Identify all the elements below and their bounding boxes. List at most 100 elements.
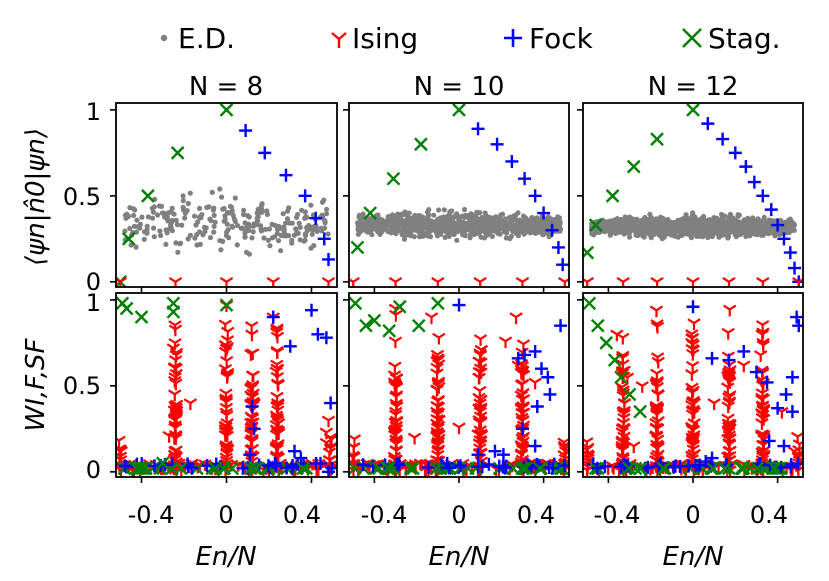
fock-point [737,344,751,358]
ed-point [151,234,157,240]
stag-point [583,296,597,311]
fock-point [266,310,280,324]
ising-point [168,320,182,333]
stag-point [532,461,547,476]
ising-point [721,374,736,386]
ed-point [473,215,479,221]
ed-point [506,215,512,221]
ed-point [614,228,621,234]
ed-point [745,215,751,221]
ed-point [786,228,792,234]
ed-point [509,222,516,228]
fock-point [322,252,335,266]
fock-point [771,218,785,232]
ed-point [510,213,516,219]
ytick-label: 0 [86,456,101,484]
ed-point [217,238,223,244]
ed-point [508,233,514,239]
stag-point [406,461,420,476]
ed-point [754,227,761,233]
ed-point [609,224,615,230]
ising-point [244,383,258,396]
ed-point [452,213,458,219]
ed-point [431,224,437,230]
ed-point [454,237,460,243]
ed-point [322,218,328,224]
ed-point [179,222,185,228]
ed-point [393,230,399,236]
ed-point [777,231,783,238]
fock-point [753,457,767,471]
ed-point [765,221,771,227]
fock-point [722,353,736,367]
ed-point [436,231,442,237]
ed-point [654,218,660,225]
ed-point [297,224,303,230]
ed-point [285,208,291,214]
ising-point [516,388,530,400]
ising-point [583,277,594,287]
stag-point [750,461,765,476]
ed-point [709,233,716,240]
stag-point [350,240,365,255]
xtick-label: 0 [218,501,233,529]
plot-area [110,102,804,483]
ed-point [684,223,690,229]
ed-point [123,215,129,221]
ed-point [503,235,509,241]
stag-point [599,336,614,350]
ed-point [139,214,145,220]
ising-point [722,421,736,434]
ising-point [756,327,770,340]
ed-point [206,204,212,210]
ed-point [163,241,169,247]
ed-point [309,231,315,237]
legend: E.D. Ising Fock Stag. [160,22,781,55]
ed-point [173,217,179,223]
ed-point [225,227,231,233]
fock-point [654,457,668,471]
ed-point [258,226,264,232]
ising-point [616,277,630,287]
ising-point [473,406,488,419]
stag-point [718,461,732,476]
ising-point [220,418,234,430]
fock-point [535,362,548,376]
ed-point [157,228,163,234]
ed-point [471,231,477,238]
yticks-top: 0 0.5 1 [63,98,101,296]
ising-point [220,371,234,384]
ising-point [270,346,284,358]
ising-point [389,381,403,394]
ising-point [219,442,233,454]
ylabel-bottom: WI,F,SF [21,337,51,431]
ising-point [388,277,403,287]
ed-point [720,232,726,238]
stag-point [170,146,185,160]
ising-point [755,320,770,332]
fock-point [294,451,308,465]
ed-point [280,211,286,217]
ed-point [761,229,768,235]
ed-point [202,229,208,235]
ed-point [444,220,450,226]
ising-point [649,305,664,318]
ising-point [270,331,285,344]
fock-point [317,232,331,246]
ising-point [616,332,630,345]
xtick-label: 0.4 [750,501,788,529]
ising-point [472,372,486,385]
ising-point [246,370,260,383]
ed-point [412,212,418,218]
ising-point [723,304,737,317]
fock-point [756,189,770,203]
fock-point [452,298,466,312]
fock-point [239,124,253,138]
stag-point [166,305,181,319]
fock-point [118,459,132,473]
ed-point [227,203,233,209]
ed-point [506,222,512,228]
ed-point [234,242,240,248]
ed-point [670,230,677,236]
